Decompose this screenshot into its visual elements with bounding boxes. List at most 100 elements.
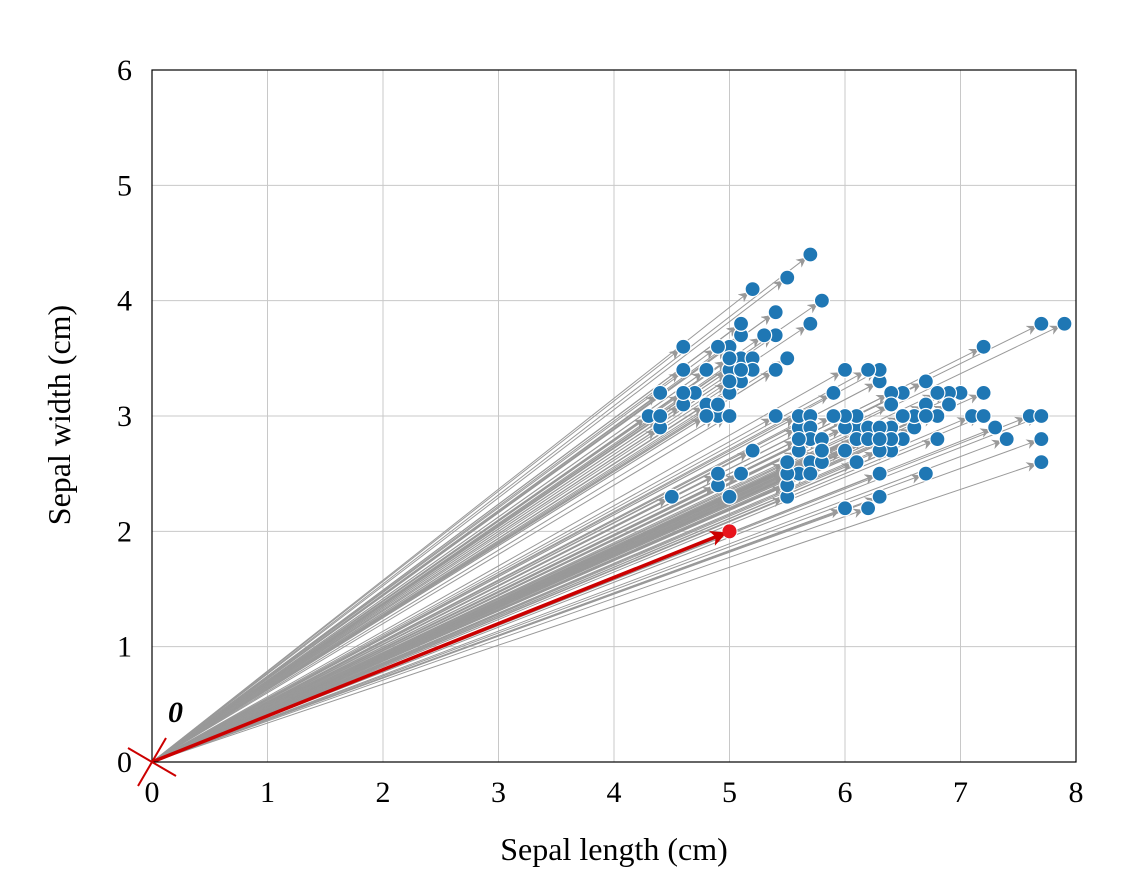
x-tick-label: 8: [1069, 776, 1084, 809]
data-point: [732, 361, 750, 378]
data-point: [698, 407, 715, 425]
vector-arrow: [151, 418, 714, 763]
data-point: [813, 442, 831, 459]
vector-arrow: [151, 384, 726, 763]
y-tick-label: 3: [117, 400, 132, 433]
vector-arrow: [151, 372, 876, 763]
highlight-point: [722, 524, 737, 539]
data-point: [975, 338, 992, 355]
vector-arrow: [151, 349, 714, 763]
vector-arrow: [151, 372, 737, 763]
vector-arrow: [151, 292, 749, 763]
vector-arrow: [151, 474, 922, 763]
data-point: [663, 488, 680, 505]
x-tick-label: 5: [722, 776, 737, 809]
y-tick-label: 4: [117, 285, 132, 318]
data-point: [802, 315, 819, 332]
vector-arrow: [151, 418, 772, 763]
data-points: [640, 246, 1073, 540]
vector-arrow: [151, 257, 807, 763]
data-point: [744, 442, 761, 459]
data-point: [975, 407, 992, 425]
highlight-vector: [151, 524, 737, 764]
vector-arrow: [151, 417, 979, 763]
data-point: [675, 384, 692, 402]
vector-arrow: [151, 372, 749, 763]
vector-arrow: [151, 440, 887, 763]
y-tick-label: 0: [117, 746, 132, 779]
data-point: [652, 407, 669, 425]
data-point: [813, 292, 831, 309]
data-point: [836, 442, 854, 459]
vector-arrow: [151, 372, 703, 763]
data-point: [802, 246, 819, 263]
vector-arrow: [151, 418, 703, 763]
data-point: [675, 338, 692, 355]
vector-arrow: [151, 429, 795, 763]
data-point: [744, 281, 761, 298]
y-tick-label: 2: [117, 515, 132, 548]
data-point: [675, 361, 692, 378]
data-point: [767, 407, 784, 425]
data-point: [917, 407, 934, 425]
y-axis-label: Sepal width (cm): [41, 305, 77, 525]
data-point: [756, 327, 773, 344]
y-tick-label: 1: [117, 631, 132, 664]
data-point: [709, 465, 727, 482]
vector-arrow: [151, 406, 887, 763]
y-tick-label: 6: [117, 54, 132, 87]
data-point: [1033, 315, 1050, 332]
data-point: [767, 361, 784, 378]
vector-arrow: [151, 395, 657, 763]
data-point: [721, 488, 738, 505]
vector-arrow: [151, 383, 876, 763]
data-point: [802, 465, 819, 482]
data-point: [940, 396, 958, 413]
data-point: [871, 465, 888, 482]
vector-arrow: [151, 462, 1037, 763]
data-point: [779, 454, 796, 471]
vector-arrow: [151, 463, 852, 763]
data-point: [883, 396, 900, 413]
data-point: [698, 361, 715, 378]
vector-arrow: [151, 439, 1003, 763]
data-point: [917, 373, 934, 390]
data-point: [859, 361, 877, 378]
vector-arrow: [151, 338, 761, 763]
data-point: [894, 407, 911, 425]
data-point: [732, 465, 750, 482]
data-point: [709, 396, 727, 413]
origin-label: 0: [168, 696, 183, 729]
data-point: [859, 500, 877, 517]
highlight-arrow: [151, 530, 727, 764]
data-point: [836, 361, 854, 378]
data-point: [1056, 315, 1073, 332]
data-point: [779, 350, 796, 367]
data-point: [998, 430, 1015, 448]
vector-arrow: [151, 280, 784, 763]
vector-arrow: [151, 326, 738, 763]
data-point: [987, 419, 1004, 436]
vector-arrow: [151, 361, 784, 763]
data-point: [767, 304, 784, 321]
data-point: [721, 373, 738, 390]
data-point: [929, 430, 946, 448]
data-point: [652, 384, 669, 402]
data-point: [871, 430, 888, 448]
vector-arrow: [151, 418, 657, 763]
vector-arrow: [151, 418, 829, 763]
data-point: [779, 269, 796, 286]
x-tick-label: 3: [491, 776, 506, 809]
data-point: [721, 407, 738, 425]
vector-arrow: [151, 439, 1037, 763]
data-point: [1033, 407, 1050, 425]
x-tick-label: 7: [953, 776, 968, 809]
vector-arrow: [151, 508, 864, 763]
data-point: [917, 465, 934, 482]
data-point: [848, 454, 865, 471]
data-point: [790, 430, 807, 448]
data-point: [975, 384, 992, 402]
data-point: [1033, 454, 1050, 471]
data-point: [929, 384, 946, 402]
